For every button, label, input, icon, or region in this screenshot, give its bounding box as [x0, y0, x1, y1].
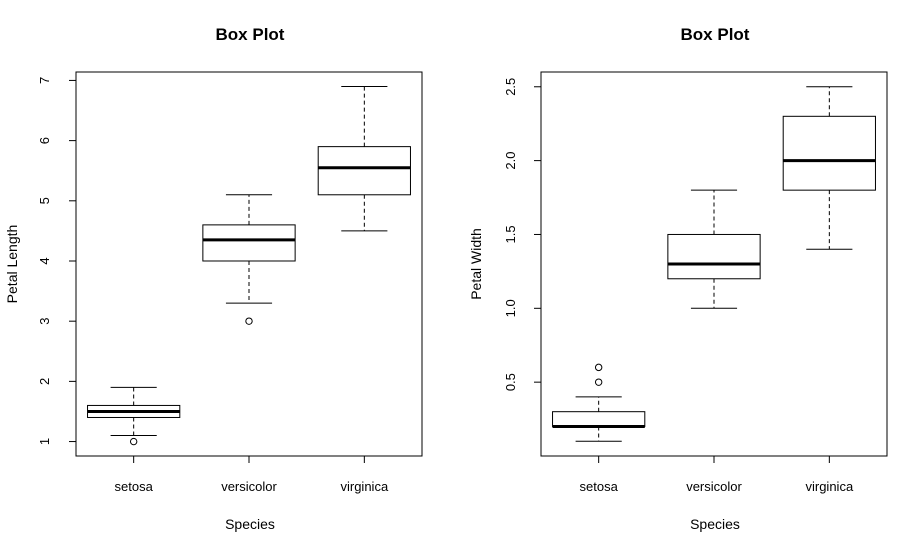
- y-tick-label: 1.5: [503, 225, 518, 243]
- petal-length-panel: Box Plot Species Petal Length 1 2 3 4 5 6 7 set…: [4, 25, 423, 532]
- outlier-point: [245, 317, 253, 325]
- x-tick-label: setosa: [580, 479, 619, 494]
- box-virginica: [782, 86, 876, 250]
- iqr-box: [552, 411, 646, 427]
- y-tick-label: 1.0: [503, 299, 518, 317]
- chart-title: Box Plot: [216, 25, 285, 44]
- x-tick-label: setosa: [115, 479, 154, 494]
- iqr-box: [317, 146, 411, 196]
- y-tick-label: 3: [37, 318, 52, 325]
- y-tick-label: 6: [37, 137, 52, 144]
- x-tick-label: versicolor: [221, 479, 277, 494]
- x-tick-label: virginica: [340, 479, 388, 494]
- box-setosa: [87, 386, 181, 446]
- box-versicolor: [667, 189, 761, 309]
- y-tick-label: 2.0: [503, 152, 518, 170]
- iqr-box: [202, 224, 296, 262]
- x-tick-label: virginica: [805, 479, 853, 494]
- outlier-point: [594, 378, 603, 386]
- x-tick-label: versicolor: [686, 479, 742, 494]
- y-tick-label: 7: [37, 77, 52, 84]
- y-tick-label: 2.5: [503, 78, 518, 96]
- outlier-point: [594, 363, 603, 372]
- iqr-box: [667, 233, 761, 280]
- petal-width-panel: Box Plot Species Petal Width 0.5 1.0 1.5 2.…: [468, 25, 888, 532]
- box-versicolor: [202, 194, 296, 325]
- y-tick-label: 0.5: [503, 373, 518, 391]
- box-setosa: [552, 363, 646, 442]
- y-tick-label: 5: [37, 197, 52, 204]
- y-axis-label: Petal Width: [468, 228, 484, 300]
- y-axis-label: Petal Length: [4, 225, 20, 304]
- outlier-point: [129, 437, 138, 446]
- x-axis-label: Species: [690, 516, 740, 532]
- box-virginica: [317, 85, 411, 232]
- y-tick-label: 4: [37, 257, 52, 264]
- iqr-box: [782, 115, 876, 191]
- y-tick-label: 1: [37, 438, 52, 445]
- chart-title: Box Plot: [681, 25, 750, 44]
- y-tick-label: 2: [37, 378, 52, 385]
- x-axis-label: Species: [225, 516, 275, 532]
